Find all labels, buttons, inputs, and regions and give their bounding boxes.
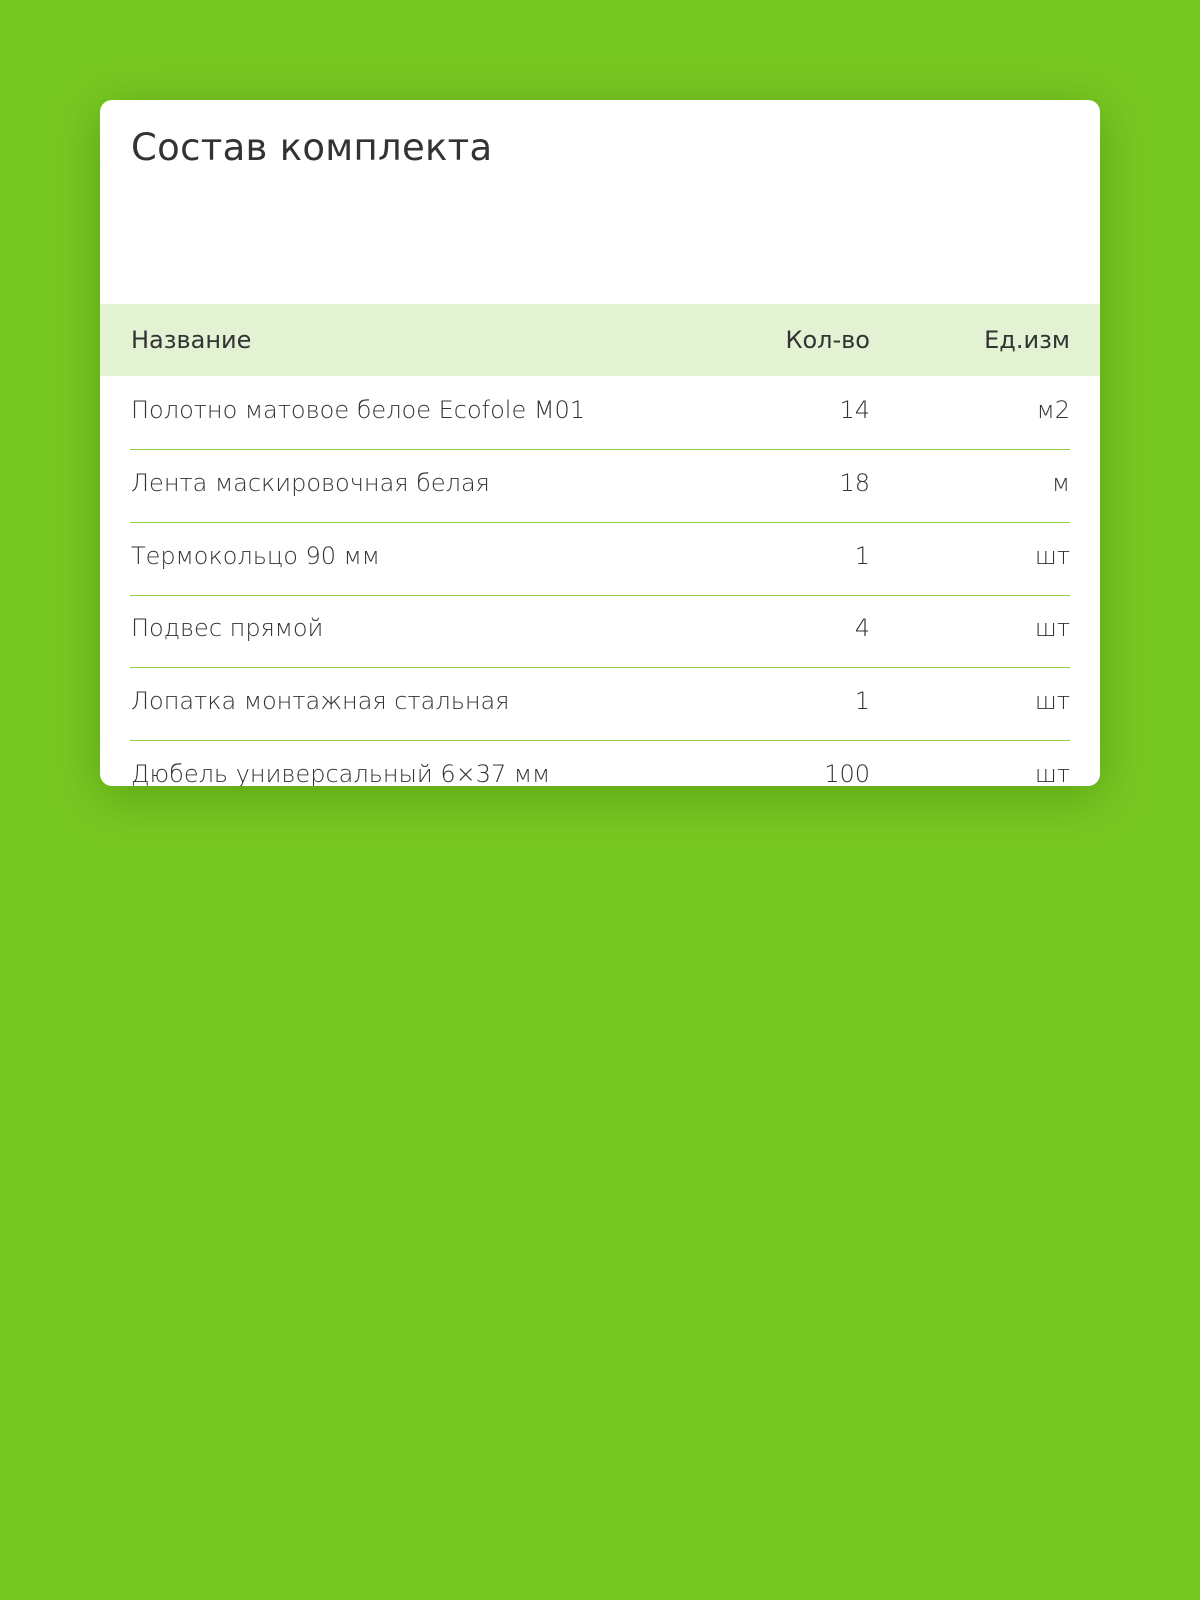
column-header-name: Название [131,326,252,354]
cell-unit: шт [1034,687,1070,716]
table-row: Подвес прямой 4 шт [130,594,1070,669]
table-row: Полотно матовое белое Ecofole M01 14 м2 [130,376,1070,450]
cell-qty: 4 [854,614,870,643]
card-title: Состав комплекта [131,126,493,169]
cell-unit: м [1051,468,1070,497]
table-row: Термокольцо 90 мм 1 шт [130,522,1070,596]
cell-qty: 14 [839,396,870,424]
cell-qty: 18 [839,468,870,497]
table-row: Лопатка монтажная стальная 1 шт [130,667,1070,742]
cell-qty: 1 [854,541,870,570]
cell-name: Лента маскировочная белая [131,468,490,497]
cell-unit: м2 [1036,396,1070,424]
column-header-qty: Кол-во [785,326,870,354]
cell-name: Дюбель универсальный 6×37 мм [131,760,551,786]
cell-qty: 100 [824,760,870,786]
table-header: Название Кол-во Ед.изм [100,304,1100,376]
cell-unit: шт [1034,541,1070,570]
cell-name: Подвес прямой [131,614,324,643]
column-header-unit: Ед.изм [984,326,1070,354]
table-row: Лента маскировочная белая 18 м [130,449,1070,523]
cell-name: Полотно матовое белое Ecofole M01 [131,396,586,424]
cell-name: Термокольцо 90 мм [131,541,380,570]
kit-contents-card: Состав комплекта Название Кол-во Ед.изм … [100,100,1100,786]
table-row: Дюбель универсальный 6×37 мм 100 шт [130,740,1070,786]
cell-name: Лопатка монтажная стальная [131,687,510,716]
cell-unit: шт [1034,614,1070,643]
cell-qty: 1 [854,687,870,716]
cell-unit: шт [1034,760,1070,786]
